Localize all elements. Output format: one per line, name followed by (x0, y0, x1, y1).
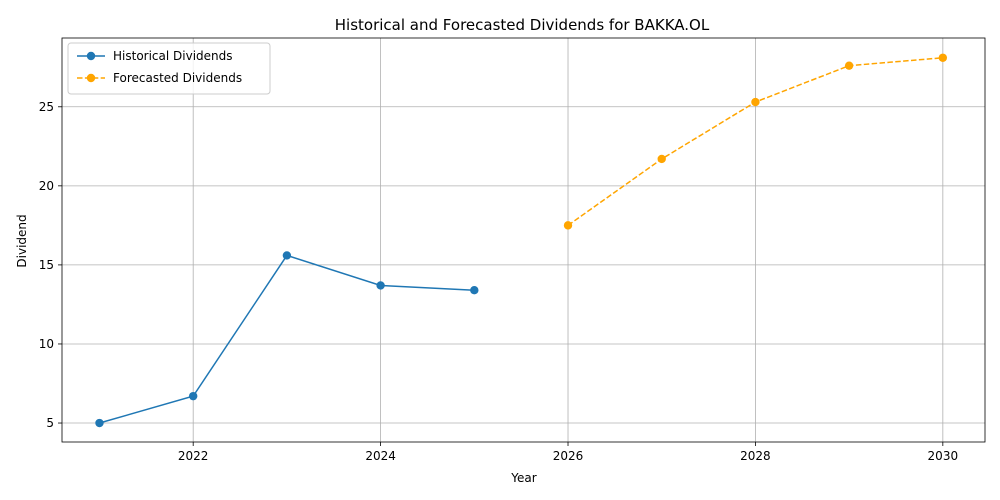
chart-title: Historical and Forecasted Dividends for … (335, 16, 710, 34)
x-tick-label: 2026 (553, 449, 584, 463)
data-point-forecasted (844, 61, 854, 70)
y-tick-label: 20 (39, 179, 54, 193)
data-point-forecasted (657, 154, 666, 164)
x-tick-label: 2028 (740, 449, 771, 463)
data-point-forecasted (563, 221, 573, 230)
data-point-forecasted (751, 97, 760, 107)
legend-marker-historical (86, 51, 96, 61)
legend-label-forecasted: Forecasted Dividends (113, 71, 242, 85)
legend-label-historical: Historical Dividends (113, 49, 233, 63)
y-tick-label: 5 (46, 416, 54, 430)
x-tick-label: 2022 (178, 449, 209, 463)
data-point-historical (470, 286, 479, 295)
legend-marker-forecasted (86, 73, 96, 83)
data-point-historical (282, 251, 292, 260)
x-tick-label: 2030 (928, 449, 959, 463)
data-point-historical (95, 418, 104, 428)
series-layer (95, 53, 948, 428)
y-tick-label: 15 (39, 258, 54, 272)
data-point-forecasted (938, 53, 948, 62)
x-tick-label: 2024 (365, 449, 396, 463)
data-point-historical (376, 281, 385, 290)
ticks: 2022 2024 2026 2028 2030 5 10 15 20 25 (39, 100, 958, 463)
y-axis-label: Dividend (15, 214, 29, 267)
y-tick-label: 10 (39, 337, 54, 351)
legend-box (67, 42, 271, 95)
data-point-historical (188, 391, 198, 401)
plot-frame (61, 37, 986, 443)
legend: Historical Dividends Forecasted Dividend… (67, 42, 271, 95)
grid (62, 38, 985, 442)
y-tick-label: 25 (39, 100, 54, 114)
x-axis-label: Year (510, 471, 536, 485)
